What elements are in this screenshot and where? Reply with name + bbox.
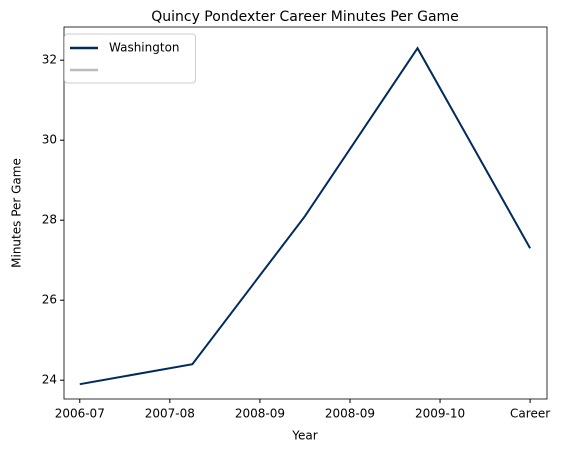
y-tick-label: 30 [42, 133, 57, 147]
y-tick-label: 28 [42, 213, 57, 227]
x-tick-label: 2007-08 [145, 407, 195, 421]
x-tick-label: Career [510, 407, 550, 421]
y-tick-label: 26 [42, 293, 57, 307]
data-line [79, 46, 531, 386]
x-tick-label: 2008-09 [325, 407, 375, 421]
x-tick-label: 2006-07 [55, 407, 105, 421]
y-tick-label: 24 [42, 373, 57, 387]
x-tick-label: 2009-10 [415, 407, 465, 421]
x-axis-label: Year [291, 429, 317, 443]
legend: Washington [64, 33, 196, 84]
y-axis-label: Minutes Per Game [10, 158, 24, 268]
plot-frame [63, 26, 548, 400]
y-tick-label: 32 [42, 53, 57, 67]
x-tick-label: 2008-09 [235, 407, 285, 421]
legend-label: Washington [109, 41, 180, 55]
chart-title: Quincy Pondexter Career Minutes Per Game [151, 9, 459, 25]
